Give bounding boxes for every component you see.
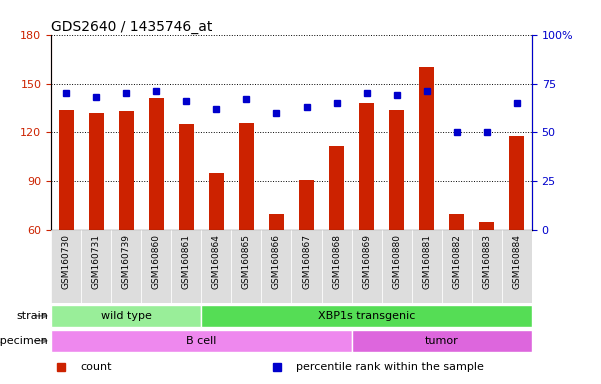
Bar bbox=[179, 124, 194, 230]
Bar bbox=[51, 230, 81, 303]
Text: GSM160880: GSM160880 bbox=[392, 234, 401, 289]
Bar bbox=[89, 113, 104, 230]
Text: percentile rank within the sample: percentile rank within the sample bbox=[296, 362, 484, 372]
Text: strain: strain bbox=[16, 311, 48, 321]
Bar bbox=[352, 230, 382, 303]
Bar bbox=[239, 123, 254, 230]
Text: XBP1s transgenic: XBP1s transgenic bbox=[318, 311, 415, 321]
Bar bbox=[171, 230, 201, 303]
Text: GSM160866: GSM160866 bbox=[272, 234, 281, 289]
Text: GSM160730: GSM160730 bbox=[62, 234, 70, 289]
Text: wild type: wild type bbox=[101, 311, 151, 321]
Text: count: count bbox=[80, 362, 111, 372]
Bar bbox=[352, 329, 532, 352]
Bar bbox=[261, 230, 291, 303]
Bar bbox=[269, 214, 284, 230]
Text: GSM160865: GSM160865 bbox=[242, 234, 251, 289]
Text: GSM160883: GSM160883 bbox=[483, 234, 491, 289]
Bar bbox=[111, 230, 141, 303]
Bar bbox=[322, 230, 352, 303]
Text: GSM160861: GSM160861 bbox=[182, 234, 191, 289]
Bar bbox=[201, 305, 532, 327]
Bar bbox=[231, 230, 261, 303]
Bar bbox=[412, 230, 442, 303]
Text: GSM160881: GSM160881 bbox=[423, 234, 431, 289]
Bar bbox=[51, 305, 201, 327]
Bar bbox=[510, 136, 525, 230]
Text: B cell: B cell bbox=[186, 336, 216, 346]
Bar bbox=[201, 230, 231, 303]
Bar bbox=[141, 230, 171, 303]
Bar bbox=[472, 230, 502, 303]
Bar bbox=[149, 98, 163, 230]
Text: GSM160864: GSM160864 bbox=[212, 234, 221, 289]
Bar bbox=[419, 67, 434, 230]
Bar bbox=[59, 110, 74, 230]
Text: GSM160884: GSM160884 bbox=[513, 234, 521, 289]
Bar bbox=[329, 146, 344, 230]
Bar bbox=[299, 180, 314, 230]
Bar bbox=[118, 111, 133, 230]
Bar bbox=[480, 222, 494, 230]
Bar bbox=[51, 329, 352, 352]
Bar bbox=[209, 173, 224, 230]
Bar bbox=[291, 230, 322, 303]
Text: GSM160739: GSM160739 bbox=[122, 234, 130, 289]
Bar bbox=[359, 103, 374, 230]
Bar bbox=[389, 110, 404, 230]
Bar bbox=[81, 230, 111, 303]
Bar bbox=[382, 230, 412, 303]
Bar bbox=[442, 230, 472, 303]
Text: tumor: tumor bbox=[425, 336, 459, 346]
Text: GSM160867: GSM160867 bbox=[302, 234, 311, 289]
Text: specimen: specimen bbox=[0, 336, 48, 346]
Bar bbox=[502, 230, 532, 303]
Text: GSM160860: GSM160860 bbox=[152, 234, 160, 289]
Text: GSM160731: GSM160731 bbox=[92, 234, 100, 289]
Bar bbox=[450, 214, 464, 230]
Text: GSM160882: GSM160882 bbox=[453, 234, 461, 289]
Text: GSM160869: GSM160869 bbox=[362, 234, 371, 289]
Text: GSM160868: GSM160868 bbox=[332, 234, 341, 289]
Text: GDS2640 / 1435746_at: GDS2640 / 1435746_at bbox=[50, 20, 212, 33]
